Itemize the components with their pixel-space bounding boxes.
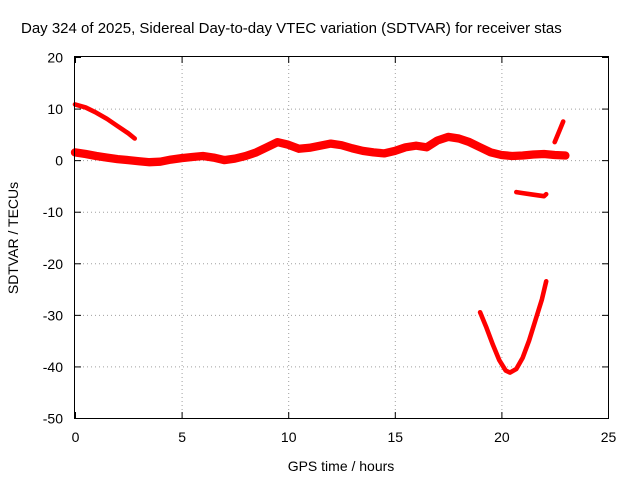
series-late-negative-segment xyxy=(513,189,549,199)
series-deep-dip xyxy=(477,278,549,375)
y-tick-label: -30 xyxy=(43,307,63,323)
series-main-band xyxy=(70,132,570,167)
x-tick-label: 25 xyxy=(601,429,617,445)
y-tick-label: -40 xyxy=(43,359,63,375)
y-tick-label: 20 xyxy=(47,50,63,66)
y-tick-label: -50 xyxy=(43,411,63,427)
x-tick-label: 0 xyxy=(72,429,80,445)
x-tick-label: 20 xyxy=(494,429,510,445)
grid xyxy=(75,57,608,418)
series-layer xyxy=(70,102,570,375)
y-tick-label: -10 xyxy=(43,204,63,220)
x-tick-label: 5 xyxy=(178,429,186,445)
x-axis-label: GPS time / hours xyxy=(288,458,395,474)
axis-ticks: 0 5 10 15 20 25 -50 -40 -30 -20 -10 0 10 20 xyxy=(43,50,617,446)
chart-title: Day 324 of 2025, Sidereal Day-to-day VTE… xyxy=(21,20,562,37)
x-tick-label: 10 xyxy=(281,429,297,445)
series-early-decline xyxy=(72,102,137,141)
x-tick-label: 15 xyxy=(388,429,404,445)
y-tick-label: -20 xyxy=(43,256,63,272)
y-tick-label: 0 xyxy=(55,153,63,169)
series-late-rise xyxy=(552,119,566,145)
y-tick-label: 10 xyxy=(47,101,63,117)
plot-frame xyxy=(74,56,609,419)
y-axis-label: SDTVAR / TECUs xyxy=(5,182,21,294)
